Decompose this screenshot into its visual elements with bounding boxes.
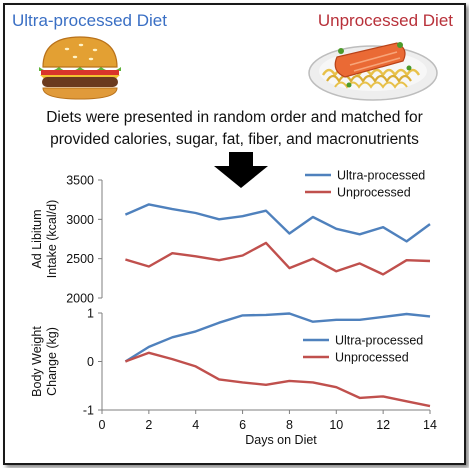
weight-legend-label: Unprocessed bbox=[335, 351, 409, 365]
intake-y-tick-label: 2500 bbox=[66, 252, 94, 266]
weight-x-tick-label: 14 bbox=[423, 418, 437, 432]
figure-frame: Ultra-processed Diet Unprocessed Diet bbox=[3, 3, 466, 465]
weight-x-tick-label: 2 bbox=[145, 418, 152, 432]
weight-y-axis-label-line-1: Body Weight bbox=[30, 326, 44, 397]
weight-series-line-unprocessed bbox=[124, 351, 431, 408]
intake-legend-label: Ultra-processed bbox=[337, 169, 425, 183]
weight-series-line-ultra-processed bbox=[124, 312, 431, 363]
weight-legend-label: Ultra-processed bbox=[335, 334, 423, 348]
intake-y-axis-label-line-1: Ad Libitum bbox=[30, 209, 44, 268]
weight-y-tick-label: -1 bbox=[83, 404, 94, 418]
weight-x-tick-label: 10 bbox=[329, 418, 343, 432]
weight-y-tick-label: 1 bbox=[87, 307, 94, 321]
illustrations bbox=[39, 36, 438, 188]
weight-x-tick-label: 4 bbox=[192, 418, 199, 432]
weight-chart: -1 0 1 0 2 4 6 8 10 12 14 Body Weight Change (kg)… bbox=[30, 307, 437, 448]
weight-x-tick-label: 0 bbox=[99, 418, 106, 432]
intake-legend-label: Unprocessed bbox=[337, 186, 411, 200]
intake-chart: 2000 2500 3000 3500 Ad Libitum Intake (kcal… bbox=[30, 169, 431, 306]
description-line-1: Diets were presented in random order and… bbox=[46, 109, 423, 126]
weight-y-tick-label: 0 bbox=[87, 355, 94, 369]
weight-x-axis-label: Days on Diet bbox=[245, 433, 317, 447]
intake-series-line-ultra-processed bbox=[124, 203, 431, 243]
intake-y-tick-label: 3500 bbox=[66, 174, 94, 188]
intake-y-axis-label-line-2: Intake (kcal/d) bbox=[45, 200, 59, 279]
weight-x-tick-label: 8 bbox=[286, 418, 293, 432]
ultra-processed-diet-title: Ultra-processed Diet bbox=[12, 11, 167, 30]
hamburger-icon bbox=[39, 36, 121, 100]
intake-y-tick-label: 2000 bbox=[66, 292, 94, 306]
weight-x-tick-label: 6 bbox=[239, 418, 246, 432]
down-arrow-icon bbox=[214, 152, 268, 188]
intake-y-tick-label: 3000 bbox=[66, 213, 94, 227]
intake-series-line-unprocessed bbox=[125, 241, 431, 276]
weight-y-axis-label-line-2: Change (kg) bbox=[45, 327, 59, 396]
charts: 2000 2500 3000 3500 Ad Libitum Intake (kcal… bbox=[30, 169, 437, 448]
weight-x-tick-label: 12 bbox=[376, 418, 390, 432]
unprocessed-diet-title: Unprocessed Diet bbox=[317, 11, 453, 30]
description-line-2: provided calories, sugar, fat, fiber, an… bbox=[50, 131, 419, 148]
salmon-pasta-icon bbox=[308, 42, 438, 101]
